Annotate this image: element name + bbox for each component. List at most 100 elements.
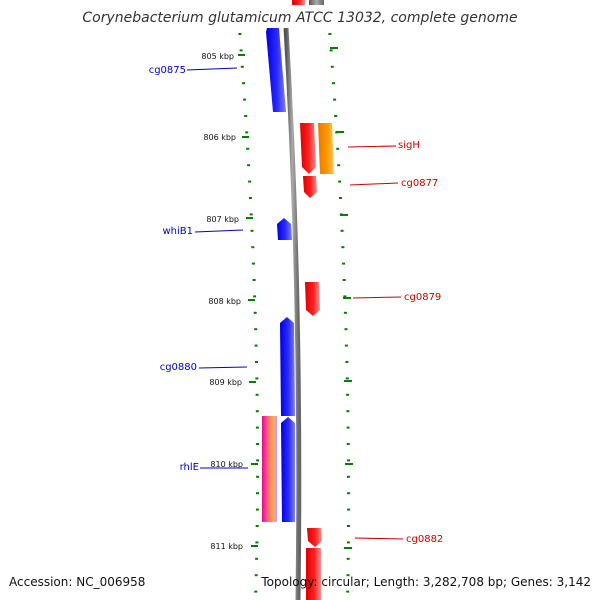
- outer-ring-dot: [346, 574, 350, 577]
- inner-ring-dot: [247, 164, 251, 167]
- inner-ring-dot: [256, 492, 259, 495]
- inner-ring-dot: [253, 311, 257, 314]
- gene-label-cg0882[interactable]: cg0882: [406, 534, 443, 545]
- inner-ring-dot: [255, 393, 259, 396]
- inner-ring-dot: [248, 180, 252, 183]
- inner-ring-dot: [256, 443, 260, 445]
- outer-ring-dot: [346, 557, 350, 560]
- outer-ring-dot: [340, 229, 344, 232]
- outer-ring-dot: [341, 246, 345, 249]
- inner-ring-dot: [254, 590, 258, 593]
- cg0882-leader: [354, 537, 404, 540]
- inner-ring-dot: [248, 197, 252, 199]
- tick-810-label: 810 kbp: [210, 460, 243, 469]
- gene-label-cg0879[interactable]: cg0879: [404, 292, 441, 303]
- kbp-scale: 805 kbp 806 kbp 807 kbp 808 kbp 809 kbp …: [201, 52, 258, 551]
- outer-tick-ring: [328, 33, 351, 593]
- gene-label-cg0880[interactable]: cg0880: [160, 362, 197, 373]
- rhlE-annotation-block: [262, 416, 277, 522]
- next-forward-feature[interactable]: [306, 548, 321, 600]
- outer-tick-marks: [330, 47, 353, 549]
- topology-text: Topology: circular; Length: 3,282,708 bp…: [261, 575, 591, 589]
- inner-ring-dot: [255, 525, 259, 527]
- cg0875-leader: [186, 67, 238, 71]
- outer-ring-dot: [347, 459, 350, 462]
- cg0877-leader: [349, 182, 399, 186]
- inner-ring-dot: [255, 557, 259, 560]
- inner-ring-dot: [239, 49, 243, 52]
- outer-ring-dot: [346, 541, 350, 544]
- gene-label-cg0875[interactable]: cg0875: [149, 65, 186, 76]
- outer-ring-dot: [333, 98, 337, 101]
- outer-ring-dot: [336, 147, 340, 150]
- inner-ring-dot: [255, 377, 259, 380]
- gene-cg0879-feature[interactable]: [305, 282, 320, 316]
- outer-ring-dot: [346, 393, 350, 396]
- gene-cg0882-feature[interactable]: [307, 528, 322, 547]
- outer-ring-dot: [329, 49, 333, 52]
- outer-ring-dot: [345, 361, 349, 363]
- inner-ring-dot: [255, 361, 258, 363]
- tick-809-label: 809 kbp: [209, 378, 242, 387]
- cg0879-leader: [352, 296, 402, 299]
- outer-ring-dot: [344, 344, 348, 347]
- cg0880-leader: [198, 366, 248, 369]
- inner-ring-dot: [253, 295, 257, 298]
- whiB1-leader: [194, 229, 244, 233]
- inner-ring-dot: [240, 65, 244, 68]
- inner-ring-dot: [245, 131, 249, 134]
- gene-label-cg0877[interactable]: cg0877: [401, 178, 438, 189]
- inner-ring-dot: [250, 229, 254, 232]
- tick-806-label: 806 kbp: [203, 133, 236, 142]
- inner-ring-dot: [249, 213, 253, 216]
- outer-ring-dot: [342, 279, 346, 281]
- outer-ring-dot: [346, 426, 350, 429]
- top-backbone-segment: [309, 0, 324, 5]
- genome-backbone: [283, 27, 302, 600]
- outer-ring-dot: [346, 443, 350, 445]
- outer-ring-dot: [334, 115, 338, 117]
- gene-cg0877-feature[interactable]: [303, 176, 317, 198]
- inner-ring-dot: [255, 508, 259, 511]
- outer-ring-dot: [347, 475, 350, 478]
- gene-cg0880-feature[interactable]: [280, 317, 295, 416]
- inner-ring-dot: [251, 262, 255, 265]
- accession-text: Accession: NC_006958: [9, 575, 146, 589]
- gene-sigH-feature[interactable]: [300, 123, 316, 174]
- gene-rhlE-feature[interactable]: [281, 417, 295, 522]
- inner-ring-dot: [252, 279, 256, 281]
- outer-ring-dot: [347, 508, 351, 511]
- inner-ring-dot: [238, 33, 242, 35]
- outer-ring-dot: [347, 525, 350, 527]
- inner-ring-dot: [254, 574, 258, 577]
- inner-ring-dot: [251, 246, 255, 249]
- top-forward-feature: [292, 0, 305, 5]
- outer-ring-dot: [343, 311, 347, 314]
- inner-ring-dot: [254, 344, 258, 347]
- inner-ring-dot: [243, 98, 247, 101]
- inner-ring-dot: [255, 410, 259, 413]
- gene-cg0875-feature[interactable]: [266, 28, 286, 112]
- inner-ring-dot: [254, 328, 258, 331]
- gene-label-whiB1[interactable]: whiB1: [162, 226, 193, 237]
- inner-tick-ring: [238, 33, 260, 593]
- gene-sigH-partner-feature[interactable]: [318, 123, 334, 174]
- outer-ring-dot: [328, 33, 332, 35]
- inner-ring-dot: [242, 82, 245, 85]
- gene-label-rhlE[interactable]: rhlE: [180, 462, 199, 473]
- sigH-leader: [347, 145, 397, 148]
- outer-ring-dot: [346, 410, 350, 413]
- inner-ring-dot: [246, 147, 250, 150]
- gene-label-sigH[interactable]: sigH: [398, 140, 420, 151]
- inner-ring-dot: [256, 459, 260, 462]
- inner-ring-dot: [256, 475, 260, 478]
- tick-811-label: 811 kbp: [210, 542, 243, 551]
- gene-whiB1-feature[interactable]: [277, 218, 292, 240]
- outer-ring-dot: [338, 180, 342, 183]
- inner-ring-dot: [255, 541, 259, 544]
- outer-ring-dot: [330, 65, 334, 68]
- tick-808-label: 808 kbp: [208, 297, 241, 306]
- outer-ring-dot: [347, 492, 351, 495]
- outer-ring-dot: [345, 377, 349, 380]
